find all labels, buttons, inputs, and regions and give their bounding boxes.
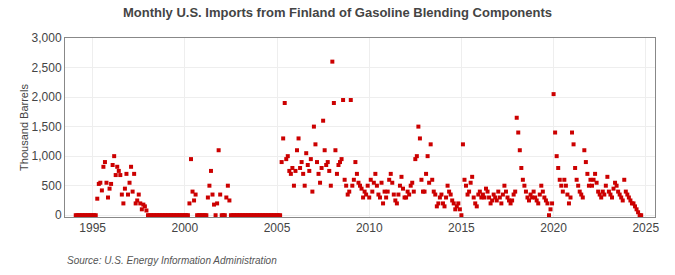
svg-text:0: 0: [55, 208, 62, 222]
svg-text:2015: 2015: [448, 221, 475, 235]
svg-text:3,000: 3,000: [32, 31, 62, 45]
svg-text:Thousand Barrels: Thousand Barrels: [18, 84, 30, 171]
svg-text:Source: U.S. Energy Informatio: Source: U.S. Energy Information Administ…: [67, 255, 277, 266]
svg-text:2025: 2025: [632, 221, 659, 235]
svg-text:2020: 2020: [540, 221, 567, 235]
svg-text:1,000: 1,000: [32, 149, 62, 163]
svg-text:2005: 2005: [264, 221, 291, 235]
svg-text:500: 500: [42, 179, 62, 193]
svg-text:Monthly U.S. Imports from Finl: Monthly U.S. Imports from Finland of Gas…: [123, 5, 552, 20]
svg-text:1995: 1995: [79, 221, 106, 235]
svg-text:2000: 2000: [171, 221, 198, 235]
svg-text:2,000: 2,000: [32, 90, 62, 104]
svg-text:1,500: 1,500: [32, 120, 62, 134]
svg-text:2010: 2010: [356, 221, 383, 235]
svg-text:2,500: 2,500: [32, 61, 62, 75]
